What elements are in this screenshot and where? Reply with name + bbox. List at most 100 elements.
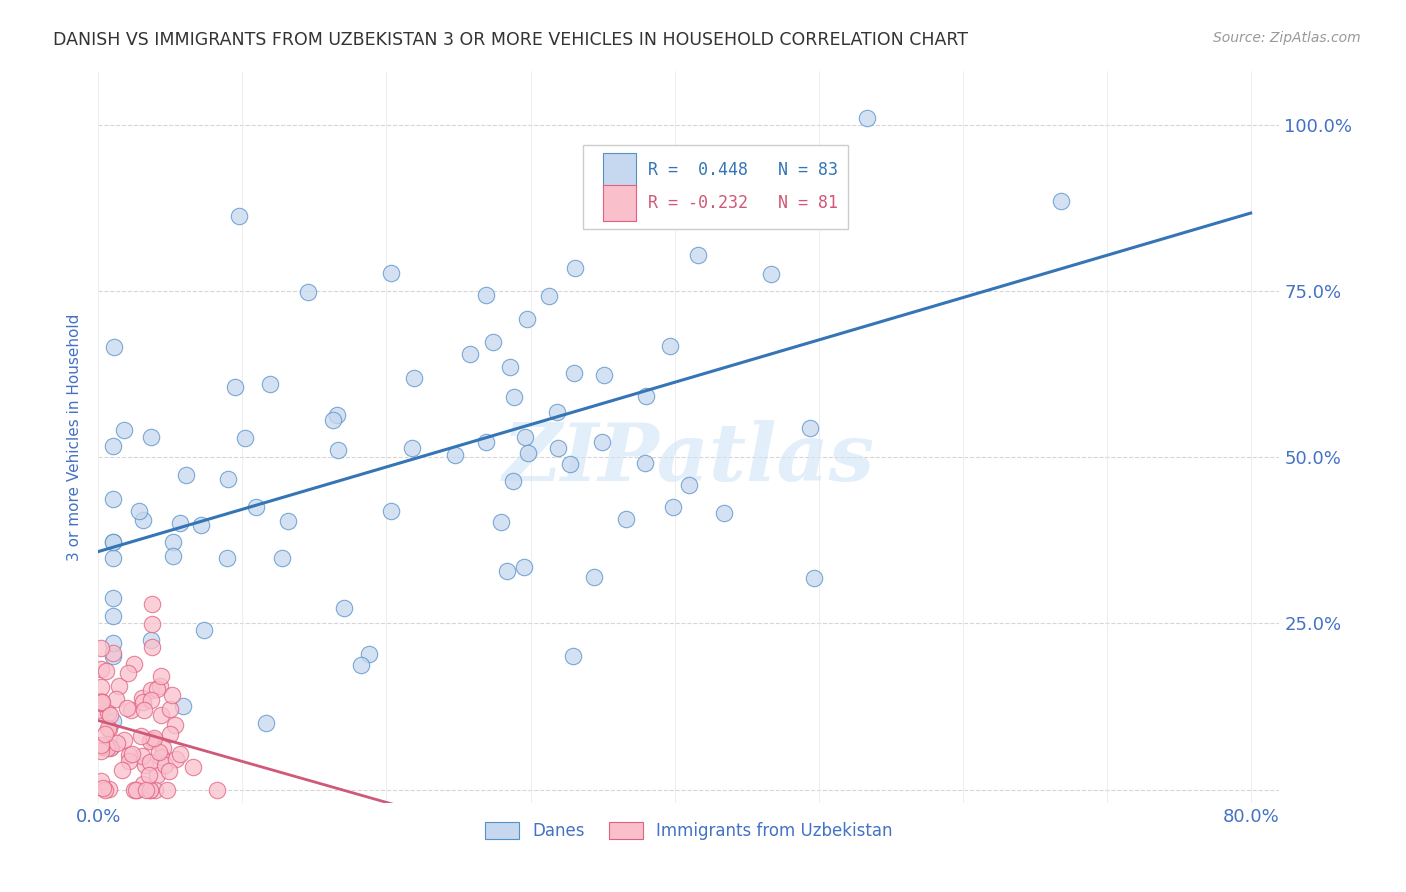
Point [380, 266, 402, 280]
Point [328, 442, 350, 457]
Point [516, 446, 538, 460]
Point [143, 782, 166, 797]
Point [122, 782, 145, 797]
Point [120, 703, 142, 717]
Point [516, 312, 538, 326]
Point [101, 648, 124, 663]
Point [141, 693, 163, 707]
Point [101, 439, 124, 453]
Legend: Danes, Immigrants from Uzbekistan: Danes, Immigrants from Uzbekistan [478, 815, 900, 847]
Point [90, 738, 112, 752]
Point [1049, 194, 1071, 209]
Point [482, 335, 505, 350]
Point [475, 287, 498, 301]
Point [90, 744, 112, 758]
Point [562, 366, 585, 380]
Point [101, 535, 124, 549]
Point [149, 749, 172, 764]
Point [404, 371, 426, 385]
Point [162, 549, 184, 563]
Point [332, 601, 354, 615]
Point [169, 516, 191, 530]
Point [103, 340, 125, 354]
Point [181, 760, 204, 774]
Point [101, 646, 124, 660]
Point [564, 261, 586, 276]
Point [115, 701, 138, 715]
Point [98, 740, 121, 755]
Point [636, 389, 658, 403]
Point [546, 405, 568, 419]
Point [139, 782, 162, 797]
Point [277, 514, 299, 528]
Point [165, 752, 187, 766]
Y-axis label: 3 or more Vehicles in Household: 3 or more Vehicles in Household [67, 313, 83, 561]
Text: R = -0.232   N = 81: R = -0.232 N = 81 [648, 194, 838, 212]
Point [513, 559, 536, 574]
Point [96, 741, 118, 756]
Point [174, 468, 197, 483]
Point [118, 748, 141, 763]
Point [163, 718, 186, 732]
Point [224, 380, 246, 394]
Point [90, 773, 112, 788]
Point [105, 736, 128, 750]
Point [458, 347, 481, 361]
Point [547, 442, 569, 456]
Point [193, 623, 215, 637]
Point [593, 368, 616, 382]
Point [138, 767, 160, 781]
Point [217, 551, 239, 566]
Point [101, 535, 124, 549]
FancyBboxPatch shape [603, 186, 636, 220]
Point [128, 504, 150, 518]
Point [121, 747, 143, 762]
Point [100, 739, 122, 754]
Point [799, 421, 821, 435]
Point [475, 434, 498, 449]
Point [125, 782, 148, 797]
Point [560, 457, 582, 471]
Point [688, 248, 710, 262]
Point [122, 657, 145, 671]
Point [152, 741, 174, 756]
Point [97, 781, 120, 796]
Point [97, 706, 120, 721]
Point [139, 782, 162, 797]
Point [141, 640, 163, 654]
FancyBboxPatch shape [603, 153, 636, 187]
Point [91, 695, 114, 709]
Point [713, 506, 735, 520]
Point [217, 472, 239, 486]
Point [245, 500, 267, 515]
Point [502, 475, 524, 489]
Text: DANISH VS IMMIGRANTS FROM UZBEKISTAN 3 OR MORE VEHICLES IN HOUSEHOLD CORRELATION: DANISH VS IMMIGRANTS FROM UZBEKISTAN 3 O… [53, 31, 969, 49]
Point [117, 665, 139, 680]
Point [145, 681, 167, 696]
Point [141, 616, 163, 631]
Point [159, 727, 181, 741]
Point [149, 679, 172, 693]
Point [157, 764, 180, 779]
Point [159, 702, 181, 716]
Point [401, 441, 423, 455]
Point [162, 535, 184, 549]
Point [297, 285, 319, 299]
Point [90, 681, 112, 695]
Point [444, 448, 467, 462]
Point [322, 413, 344, 427]
Point [357, 647, 380, 661]
Point [98, 722, 121, 736]
Point [591, 435, 613, 450]
Point [94, 665, 117, 679]
Point [91, 780, 114, 795]
Point [139, 632, 162, 647]
Point [228, 209, 250, 223]
FancyBboxPatch shape [582, 145, 848, 228]
Point [489, 516, 512, 530]
Point [759, 267, 782, 281]
Point [90, 696, 112, 710]
Point [111, 764, 134, 778]
Point [132, 777, 155, 791]
Point [94, 782, 117, 797]
